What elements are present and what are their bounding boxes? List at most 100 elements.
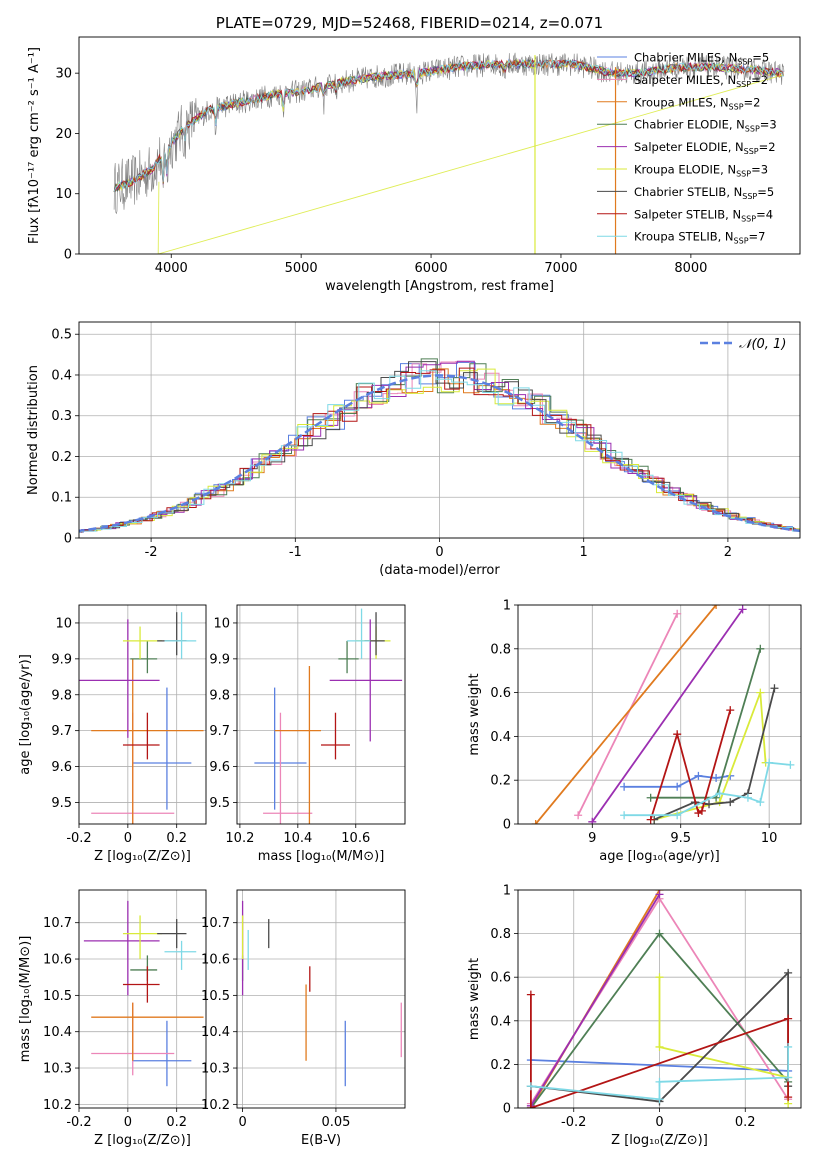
weight-marker-kroupa-miles [712,605,721,609]
legend-label-count: =2 [751,73,768,87]
legend-label-subscript: SSP [737,58,752,67]
x-tick-label: 0.2 [166,1115,187,1130]
error-bars [254,608,403,824]
axes-frame [78,36,801,255]
x-tick-label: 1 [580,545,588,560]
y-tick-label: 0.8 [490,642,511,657]
legend-label-subscript: SSP [734,237,749,246]
y-tick-label: 0.8 [490,927,511,942]
x-tick-label: -1 [289,545,302,560]
panel-spectrum: 4000 5000 6000 7000 8000 0 10 20 30 wavelength [A… [27,36,801,294]
legend-label-text: Salpeter STELIB, N [634,207,741,221]
legend-label-kroupa-miles: Kroupa MILES, NSSP=2 [634,95,760,111]
weight-marker-chabrier-stelib [770,684,779,693]
legend-label-count: =3 [760,118,777,132]
y-tick-label: 10.3 [43,1062,72,1077]
panel-weight-vs-Z: -0.2 0 0.2 0 0.2 0.4 0.6 0.8 1 Z [log₁₀(Z/Z⊙)] mas… [467,884,802,1148]
y-tick-label: 10.5 [201,989,230,1004]
panel-mass-vs-ebv: 0 0.05 10.2 10.3 10.4 10.5 10.6 10.7 E(B-V) [201,889,406,1148]
weight-marker-chabrier-elodie [756,644,765,653]
weight-line-chabrier-elodie [650,648,762,799]
legend-label-subscript: SSP [745,125,760,134]
x-tick-label: 0.05 [321,1115,350,1130]
axes-frame [78,889,207,1109]
y-tick-label: 10.3 [201,1062,230,1077]
weight-marker-salpeter-stelib [646,815,655,824]
legend-label-text: Salpeter MILES, N [634,73,736,87]
legend-label-text: Kroupa STELIB, N [634,230,734,244]
legend-label-text: Chabrier MILES, N [634,51,737,65]
axes-frame [78,604,207,825]
x-tick-label: 9.5 [670,831,691,846]
x-tick-label: 0.2 [735,1115,756,1130]
y-axis-label: Normed distribution [26,365,41,495]
figure-title: PLATE=0729, MJD=52468, FIBERID=0214, z=0… [216,14,603,32]
weight-marker-chabrier-miles [673,782,682,791]
y-tick-label: 1 [503,599,511,614]
y-tick-label: 0.6 [490,971,511,986]
y-tick-label: 0 [64,532,72,547]
legend-label-count: =2 [744,95,761,109]
x-tick-label: 2 [724,545,732,560]
weight-marker-chabrier-elodie [655,929,664,938]
y-tick-label: 9.8 [209,688,230,703]
y-tick-label: 9.8 [51,688,72,703]
weight-line-chabrier-stelib [653,687,776,821]
legend-label-subscript: SSP [729,102,744,111]
error-bars [79,612,204,824]
weight-marker-salpeter-elodie [588,817,597,824]
histogram-steps [79,358,800,533]
legend-label-salpeter-miles: Salpeter MILES, NSSP=2 [634,73,768,89]
histogram-salpeter-elodie [79,360,800,533]
legend-label-salpeter-stelib: Salpeter STELIB, NSSP=4 [634,207,773,223]
legend-label-kroupa-stelib: Kroupa STELIB, NSSP=7 [634,230,765,246]
weight-marker-chabrier-miles [712,774,721,783]
weight-marker-kroupa-stelib [655,1077,664,1086]
legend-label-count: =3 [751,163,768,177]
weight-marker-kroupa-miles [531,820,540,824]
weight-marker-kroupa-stelib [784,1073,793,1082]
weight-line-salpeter-elodie [530,893,661,1107]
weight-line-salpeter-miles [577,613,679,816]
x-tick-label: 10.2 [225,831,254,846]
x-tick-label: 7000 [544,261,577,276]
legend-label-salpeter-elodie: Salpeter ELODIE, NSSP=2 [634,140,776,156]
y-axis-label: mass weight [467,958,482,1040]
histogram-chabrier-stelib [79,361,800,532]
x-tick-label: 4000 [155,261,188,276]
weight-marker-salpeter-stelib [784,1093,793,1102]
x-tick-label: 10 [761,831,778,846]
x-axis-label: Z [log₁₀(Z/Z⊙)] [94,1133,191,1148]
panel-mass-vs-Z: -0.2 0 0.2 10.2 10.3 10.4 10.5 10.6 10.7 Z [log₁₀… [18,889,207,1148]
weight-marker-kroupa-stelib [784,1042,793,1051]
weight-marker-salpeter-miles [574,811,583,820]
legend-label-subscript: SSP [742,192,757,201]
weight-marker-kroupa-elodie [655,1042,664,1051]
y-tick-label: 20 [55,127,72,142]
weight-line-kroupa-miles [535,605,717,824]
x-tick-label: 0 [435,545,443,560]
y-tick-label: 10.7 [201,916,230,931]
spectrum-traces [113,52,785,254]
x-tick-label: 0 [124,831,132,846]
y-tick-label: 9.7 [51,724,72,739]
weight-marker-salpeter-stelib [526,990,535,999]
axes-frame [517,604,802,825]
legend-label-count: =5 [752,51,769,65]
y-tick-label: 9.9 [209,652,230,667]
y-tick-label: 0 [503,818,511,833]
panel-age-vs-Z: -0.2 0 0.2 9.5 9.6 9.7 9.8 9.9 10 Z [log₁₀(Z/Z⊙)]… [18,604,207,864]
y-tick-label: 0.4 [51,368,72,383]
y-tick-label: 0.6 [490,686,511,701]
y-tick-label: 1 [503,884,511,899]
y-tick-label: 9.5 [209,796,230,811]
x-tick-label: 5000 [285,261,318,276]
y-axis-label: mass weight [467,673,482,755]
weight-marker-kroupa-elodie [655,973,664,982]
gaussian-reference-curve [79,374,800,533]
x-tick-label: -0.2 [66,1115,91,1130]
legend-label-chabrier-miles: Chabrier MILES, NSSP=5 [634,51,769,67]
x-tick-label: 9 [588,831,596,846]
x-axis-label: mass [log₁₀(M/M⊙)] [258,849,385,864]
weight-marker-salpeter-stelib [697,806,706,815]
